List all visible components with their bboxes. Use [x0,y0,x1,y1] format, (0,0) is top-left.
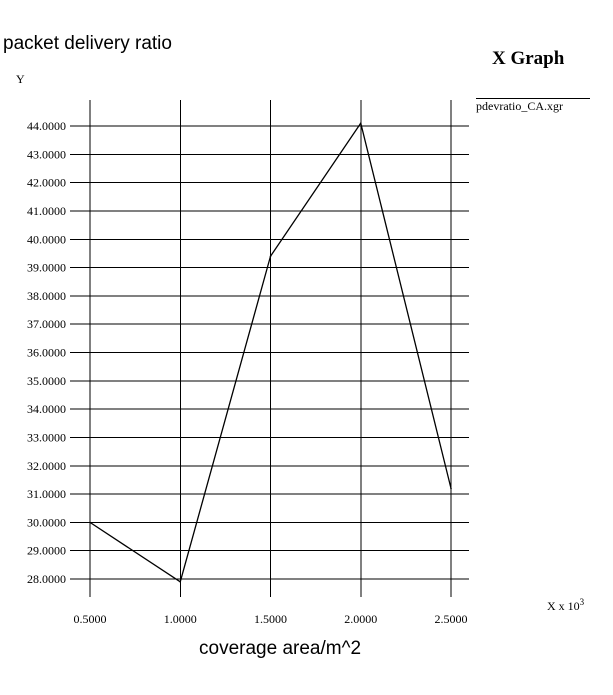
y-tick-label: 33.0000 [27,430,66,444]
y-tick-label: 41.0000 [27,204,66,218]
legend-entry: pdevratio_CA.xgr [476,99,563,113]
y-tick-label: 42.0000 [27,176,66,190]
x-axis-label-text: X x 10 [547,599,580,613]
x-axis-label: X x 103 [547,597,584,614]
legend-divider [476,98,590,99]
y-tick-label: 44.0000 [27,119,66,133]
y-tick-label: 29.0000 [27,544,66,558]
graph-window-title: X Graph [492,48,565,69]
x-tick-label: 1.5000 [254,612,287,626]
data-point [89,521,91,524]
y-tick-label: 38.0000 [27,289,66,303]
y-tick-label: 43.0000 [27,147,66,161]
y-tick-label: 28.0000 [27,572,66,586]
x-axis-title: coverage area/m^2 [199,638,362,659]
x-axis-exponent: 3 [579,597,585,607]
x-tick-label: 2.5000 [435,612,468,626]
x-tick-label: 1.0000 [164,612,197,626]
data-point [179,581,182,583]
chart-title: packet delivery ratio [3,33,172,54]
y-tick-label: 34.0000 [27,402,66,416]
data-point [359,122,362,124]
data-point [269,255,272,258]
data-point [450,487,452,490]
y-axis-label: Y [16,72,25,86]
y-tick-label: 32.0000 [27,459,66,473]
y-tick-label: 31.0000 [27,487,66,501]
y-tick-label: 40.0000 [27,232,66,246]
y-tick-label: 35.0000 [27,374,66,388]
x-tick-label: 0.5000 [74,612,107,626]
x-tick-label: 2.0000 [344,612,377,626]
y-tick-label: 39.0000 [27,261,66,275]
y-tick-label: 30.0000 [27,515,66,529]
y-tick-label: 36.0000 [27,346,66,360]
y-tick-label: 37.0000 [27,317,66,331]
